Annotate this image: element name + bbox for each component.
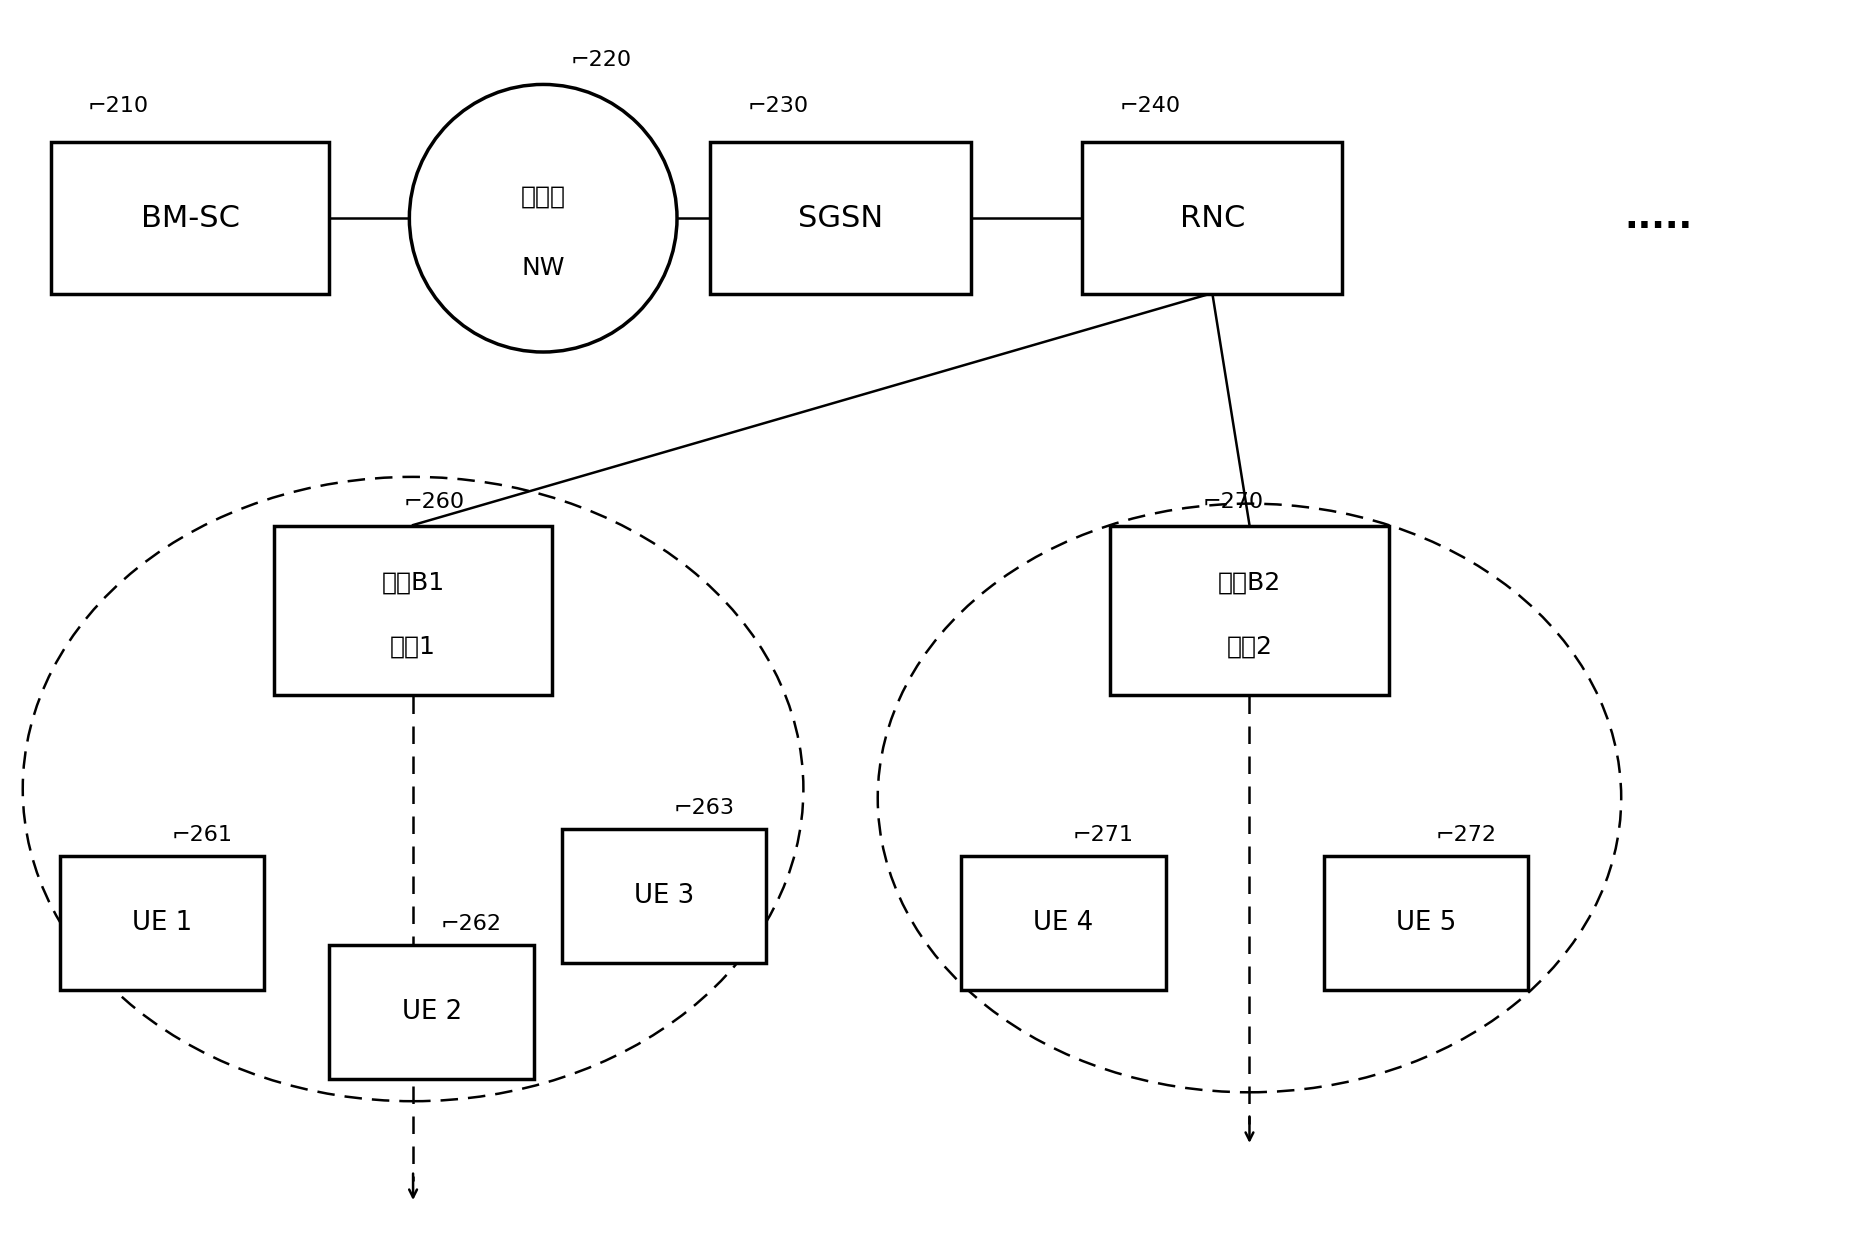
Text: NW: NW xyxy=(521,256,566,280)
Text: SGSN: SGSN xyxy=(797,204,883,233)
Text: .....: ..... xyxy=(1624,201,1693,235)
Ellipse shape xyxy=(409,84,678,352)
Text: 小区2: 小区2 xyxy=(1227,635,1273,659)
Text: 节点B2: 节点B2 xyxy=(1217,571,1281,595)
Text: BM-SC: BM-SC xyxy=(140,204,239,233)
Bar xyxy=(962,856,1165,989)
Bar xyxy=(60,856,265,989)
Bar xyxy=(329,945,534,1079)
Bar xyxy=(562,830,765,963)
Text: UE 1: UE 1 xyxy=(133,910,192,935)
Text: 节点B1: 节点B1 xyxy=(381,571,444,595)
Bar xyxy=(1083,142,1342,294)
Text: ⌐272: ⌐272 xyxy=(1436,826,1495,845)
Text: ⌐240: ⌐240 xyxy=(1120,96,1180,116)
Text: ⌐261: ⌐261 xyxy=(172,826,233,845)
Text: UE 5: UE 5 xyxy=(1397,910,1456,935)
Text: UE 3: UE 3 xyxy=(635,884,695,909)
Bar xyxy=(1324,856,1529,989)
Text: ⌐230: ⌐230 xyxy=(747,96,808,116)
Text: ⌐260: ⌐260 xyxy=(403,491,465,512)
Text: ⌐210: ⌐210 xyxy=(88,96,149,116)
Text: ⌐270: ⌐270 xyxy=(1202,491,1264,512)
Text: ⌐271: ⌐271 xyxy=(1074,826,1133,845)
Text: ⌐262: ⌐262 xyxy=(441,914,502,934)
Bar xyxy=(711,142,971,294)
Text: RNC: RNC xyxy=(1180,204,1245,233)
Text: ⌐263: ⌐263 xyxy=(674,798,734,818)
Bar xyxy=(274,525,553,695)
Text: ⌐220: ⌐220 xyxy=(571,50,633,70)
Bar xyxy=(50,142,329,294)
Bar xyxy=(1111,525,1389,695)
Text: UE 2: UE 2 xyxy=(401,999,461,1024)
Text: UE 4: UE 4 xyxy=(1034,910,1094,935)
Text: 小区1: 小区1 xyxy=(390,635,437,659)
Text: 转接网: 转接网 xyxy=(521,185,566,209)
